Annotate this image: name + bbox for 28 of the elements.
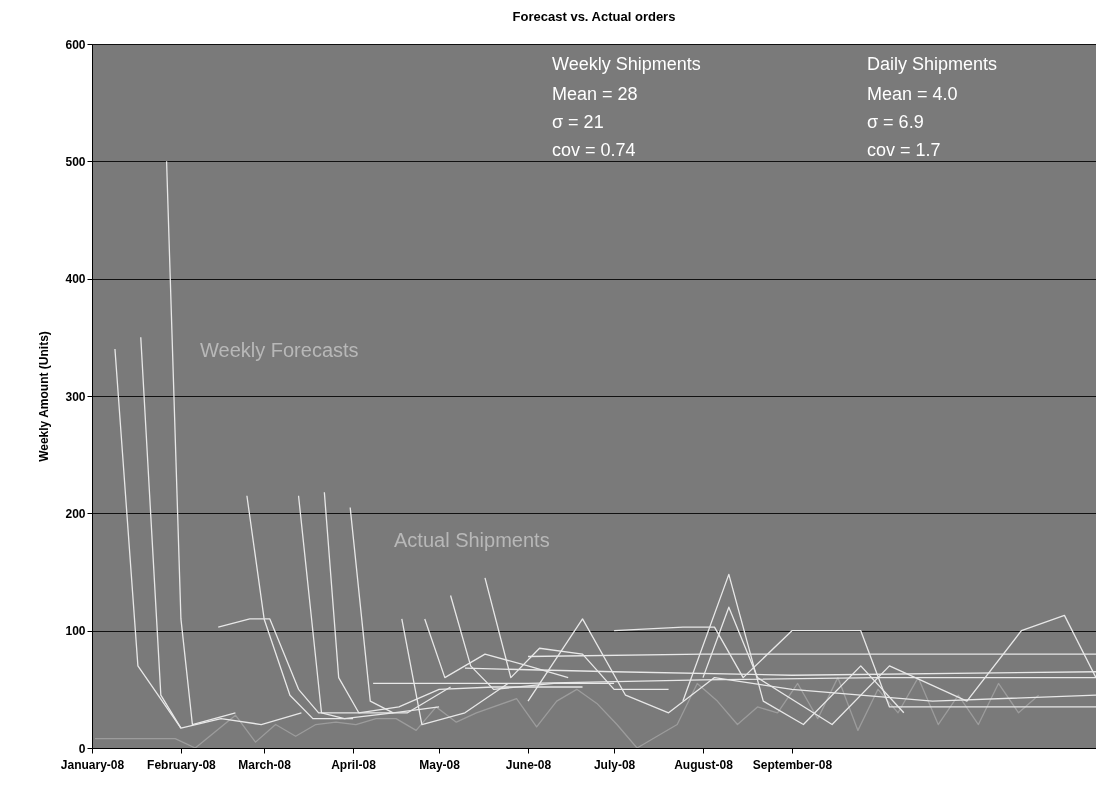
x-tick-label: March-08 bbox=[238, 757, 292, 772]
x-tick-label: July-08 bbox=[593, 757, 636, 772]
chart-title: Forecast vs. Actual orders bbox=[512, 9, 676, 24]
x-tick-label: September-08 bbox=[752, 757, 833, 772]
y-axis-title: Weekly Amount (Units) bbox=[37, 331, 52, 462]
annotation: cov = 0.74 bbox=[552, 140, 636, 160]
y-tick-label: 500 bbox=[65, 154, 86, 169]
y-tick-label: 200 bbox=[65, 506, 86, 521]
annotation: Mean = 28 bbox=[552, 84, 638, 104]
y-tick-label: 300 bbox=[65, 389, 86, 404]
annotation: cov = 1.7 bbox=[867, 140, 941, 160]
x-tick-label: June-08 bbox=[505, 757, 552, 772]
x-tick-label: August-08 bbox=[674, 757, 734, 772]
x-tick-label: May-08 bbox=[419, 757, 461, 772]
x-tick-label: January-08 bbox=[60, 757, 125, 772]
annotation: Weekly Shipments bbox=[552, 54, 701, 74]
annotation: σ = 21 bbox=[552, 112, 604, 132]
y-tick-label: 0 bbox=[78, 741, 86, 756]
x-tick-label: April-08 bbox=[331, 757, 377, 772]
x-tick-label: February-08 bbox=[147, 757, 217, 772]
annotation: Actual Shipments bbox=[394, 529, 550, 551]
annotation: Weekly Forecasts bbox=[200, 339, 359, 361]
annotation: Daily Shipments bbox=[867, 54, 998, 74]
y-tick-label: 400 bbox=[65, 272, 86, 287]
annotation: Mean = 4.0 bbox=[867, 84, 958, 104]
y-tick-label: 100 bbox=[65, 624, 86, 639]
annotation: σ = 6.9 bbox=[867, 112, 924, 132]
y-tick-label: 600 bbox=[65, 37, 86, 52]
